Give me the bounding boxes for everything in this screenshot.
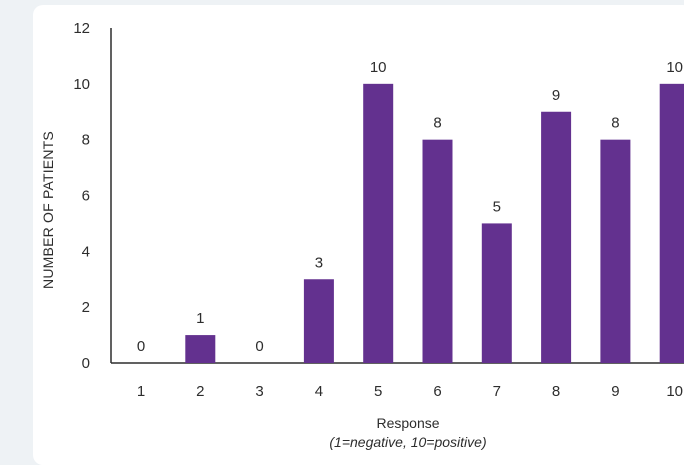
- data-label: 8: [611, 115, 619, 132]
- bar: [600, 139, 631, 363]
- bar: [303, 279, 334, 363]
- x-tick-label: 2: [196, 383, 204, 400]
- x-tick-label: 4: [315, 383, 323, 400]
- y-axis-label: NUMBER OF PATIENTS: [40, 131, 56, 289]
- bar: [481, 223, 512, 363]
- x-tick-label: 8: [552, 383, 560, 400]
- x-tick-label: 10: [666, 383, 683, 400]
- data-label: 10: [666, 59, 683, 76]
- x-tick-label: 9: [611, 383, 619, 400]
- data-label: 8: [433, 115, 441, 132]
- bar: [363, 83, 394, 363]
- y-tick-label: 4: [82, 243, 90, 260]
- data-label: 0: [137, 338, 145, 355]
- data-label: 0: [255, 338, 263, 355]
- data-label: 3: [315, 254, 323, 271]
- x-tick-label: 3: [255, 383, 263, 400]
- bar: [422, 139, 453, 363]
- x-axis-sublabel: (1=negative, 10=positive): [329, 434, 486, 450]
- x-axis-label: Response: [376, 415, 439, 431]
- y-tick-label: 12: [73, 20, 90, 37]
- data-label: 5: [493, 198, 501, 215]
- x-tick-label: 7: [493, 383, 501, 400]
- data-label: 1: [196, 310, 204, 327]
- y-tick-label: 6: [82, 188, 90, 205]
- bar: [185, 335, 216, 363]
- x-tick-labels: 1 2 3 4 5 6 7 8 9 10: [137, 383, 683, 400]
- data-label: 10: [370, 59, 387, 76]
- bar: [659, 83, 684, 363]
- y-tick-label: 8: [82, 132, 90, 149]
- y-tick-label: 2: [82, 299, 90, 316]
- y-tick-label: 0: [82, 355, 90, 372]
- data-label: 9: [552, 87, 560, 104]
- x-tick-label: 6: [433, 383, 441, 400]
- bar: [541, 111, 572, 363]
- bars: [185, 83, 684, 363]
- x-tick-label: 1: [137, 383, 145, 400]
- x-tick-label: 5: [374, 383, 382, 400]
- chart-card: [33, 5, 684, 465]
- y-tick-label: 10: [73, 76, 90, 93]
- y-tick-labels: 0 2 4 6 8 10 12: [73, 20, 90, 372]
